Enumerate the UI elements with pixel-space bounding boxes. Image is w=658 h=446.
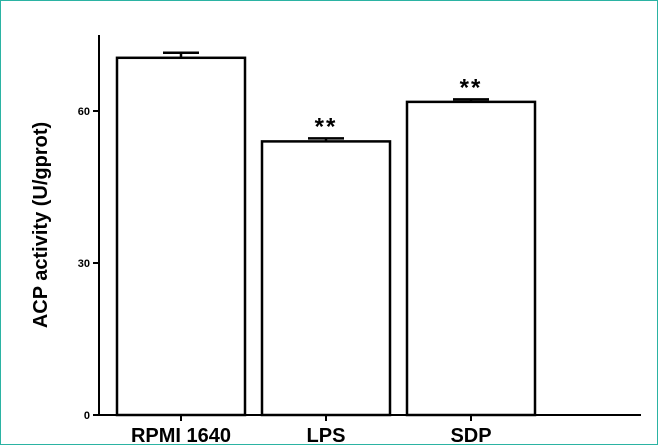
significance-marker: ** (315, 113, 338, 140)
bar-group: ** (405, 74, 537, 417)
bar (405, 100, 537, 417)
x-tick-label: LPS (307, 425, 346, 446)
x-tick-label: RPMI 1640 (131, 425, 231, 446)
y-tick-label: 30 (78, 258, 90, 270)
x-axis: RPMI 1640 LPS SDP (99, 414, 641, 446)
y-tick-label: 60 (78, 106, 90, 118)
y-ticks: 0 30 60 (78, 106, 99, 422)
bar-group: ** (260, 113, 392, 417)
y-tick-label: 0 (84, 410, 90, 422)
y-axis-label: ACP activity (U/gprot) (30, 122, 52, 328)
y-axis: 0 30 60 (78, 35, 100, 422)
significance-marker: ** (460, 74, 483, 101)
bar-group (115, 51, 247, 417)
bar (115, 56, 247, 417)
x-ticks: RPMI 1640 LPS SDP (131, 415, 492, 446)
bar (260, 140, 392, 417)
x-tick-label: SDP (450, 425, 491, 446)
bars: ** ** (115, 51, 537, 417)
